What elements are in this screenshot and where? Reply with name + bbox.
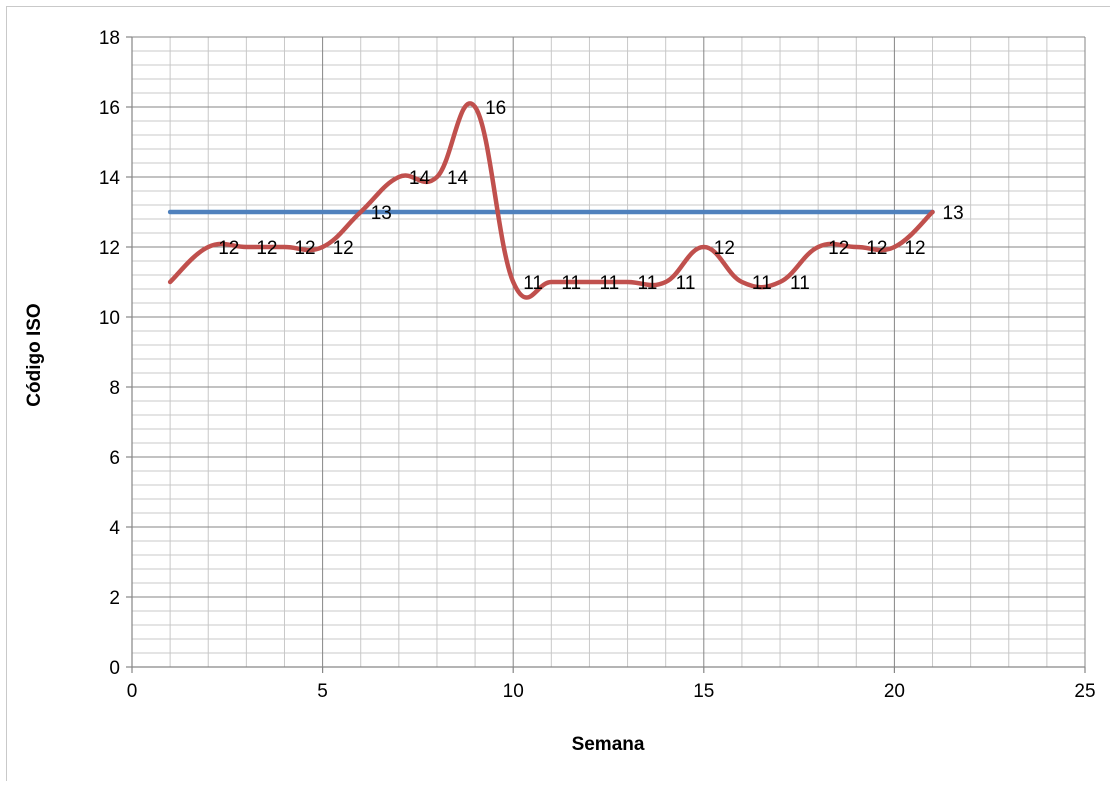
- data-label: 14: [409, 168, 431, 189]
- y-axis-title: Código ISO: [24, 303, 45, 406]
- chart-frame: [6, 6, 1110, 781]
- axes: [126, 36, 1086, 673]
- tick-labels: 0 2 4 6 8 10 12 14 16 18 0 5 10 15 20 25: [99, 28, 1096, 702]
- y-tick-label: 6: [109, 448, 120, 469]
- series: [167, 101, 935, 300]
- series-line-measured: [167, 101, 935, 300]
- data-label: 11: [599, 273, 619, 294]
- data-label: 11: [561, 273, 581, 294]
- data-label: 12: [714, 238, 735, 259]
- data-label: 11: [752, 273, 772, 294]
- y-tick-label: 10: [99, 308, 120, 329]
- data-label: 13: [371, 203, 392, 224]
- data-label: 14: [447, 168, 469, 189]
- x-tick-label: 20: [884, 681, 905, 702]
- y-tick-label: 4: [109, 518, 120, 539]
- data-label: 12: [333, 238, 354, 259]
- data-label: 11: [638, 273, 658, 294]
- data-label: 13: [943, 203, 964, 224]
- grid: [131, 36, 1086, 668]
- y-tick-label: 14: [99, 168, 121, 189]
- data-label: 11: [790, 273, 810, 294]
- data-label: 11: [676, 273, 696, 294]
- data-label: 12: [904, 238, 925, 259]
- y-tick-label: 8: [109, 378, 120, 399]
- x-tick-label: 15: [693, 681, 714, 702]
- y-tick-label: 12: [99, 238, 120, 259]
- y-tick-label: 0: [109, 658, 120, 679]
- data-label: 12: [866, 238, 887, 259]
- y-tick-label: 2: [109, 588, 120, 609]
- data-label: 11: [523, 273, 543, 294]
- data-labels: 12 12 12 12 13 14 14 16 11 11 11 11 11 12 11 11 12 12 12 13: [218, 98, 963, 294]
- y-tick-label: 16: [99, 98, 120, 119]
- x-tick-label: 25: [1074, 681, 1095, 702]
- data-label: 12: [256, 238, 277, 259]
- x-tick-label: 10: [503, 681, 524, 702]
- x-axis-title: Semana: [572, 734, 645, 755]
- x-tick-label: 5: [317, 681, 328, 702]
- x-tick-label: 0: [127, 681, 138, 702]
- data-label: 16: [485, 98, 506, 119]
- data-label: 12: [294, 238, 315, 259]
- data-label: 12: [218, 238, 239, 259]
- data-label: 12: [828, 238, 849, 259]
- y-tick-label: 18: [99, 28, 120, 49]
